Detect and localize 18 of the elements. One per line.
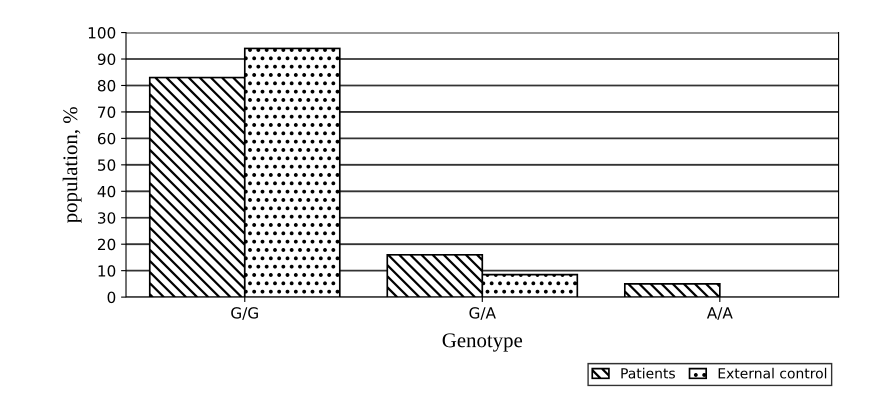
y-tick-label: 30 (98, 212, 116, 224)
legend-label: External control (718, 368, 826, 379)
legend-label: Patients (621, 368, 675, 379)
y-tick-label: 70 (98, 106, 116, 118)
x-tick-label: G/G (231, 307, 258, 320)
y-tick-label: 60 (98, 132, 116, 144)
x-axis-title: Genotype (442, 333, 522, 352)
y-axis-title: population, % (62, 107, 82, 223)
y-tick-label: 90 (98, 53, 116, 66)
y-tick-label: 40 (98, 186, 116, 198)
y-tick-label: 0 (108, 292, 116, 304)
y-tick-label: 80 (98, 80, 116, 92)
y-tick-label: 10 (98, 265, 116, 277)
y-tick-label: 50 (98, 159, 116, 171)
x-tick-label: G/A (469, 307, 496, 320)
y-tick-label: 20 (98, 238, 116, 250)
x-tick-label: A/A (706, 307, 733, 320)
y-tick-label: 100 (88, 27, 116, 39)
